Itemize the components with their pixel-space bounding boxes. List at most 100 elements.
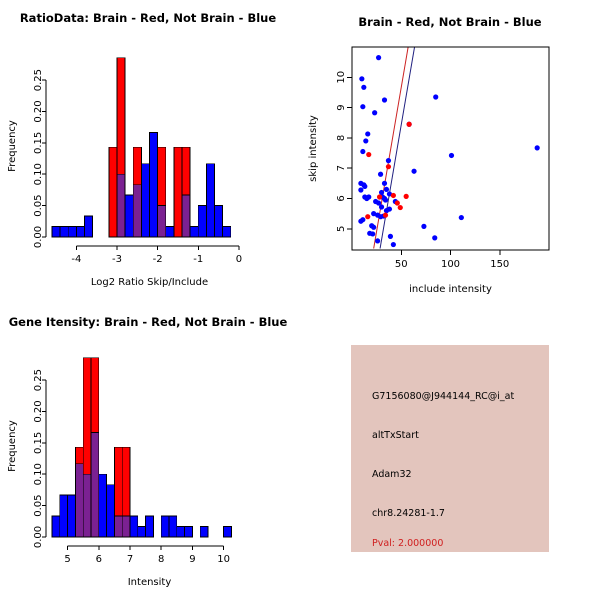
scatter-point: [385, 164, 392, 170]
info-box: G7156080@J944144_RC@i_at altTxStart Adam…: [351, 345, 549, 552]
y-tick-label: 0.15: [33, 132, 44, 154]
scatter-point: [361, 84, 367, 90]
scatter-point: [365, 131, 371, 137]
scatter-point: [448, 152, 455, 159]
plot-frame: [351, 46, 550, 251]
scatter-point: [360, 217, 366, 223]
histogram-bar-blue: [140, 163, 150, 238]
scatter-point: [377, 171, 384, 177]
histogram-bar-blue: [84, 215, 94, 238]
scatter-point: [366, 151, 372, 158]
histogram-bar-blue: [199, 526, 209, 538]
ratio-histogram-panel: RatioData: Brain - Red, Not Brain - Blue…: [0, 0, 300, 300]
x-axis-label: Log2 Ratio Skip/Include: [91, 277, 208, 288]
histogram-bar-overlap: [82, 473, 92, 538]
scatter-series: [365, 121, 412, 220]
x-tick-label: -3: [112, 254, 122, 265]
y-axis-label: Frequency: [7, 120, 18, 172]
y-tick-label: 0.05: [33, 494, 44, 516]
x-tick-label: 0: [236, 254, 242, 265]
scatter-point: [458, 214, 464, 221]
scatter-point: [363, 138, 369, 144]
gene-intensity-histogram-svg: Gene Itensity: Brain - Red, Not Brain - …: [7, 315, 287, 588]
histogram-bar-blue: [75, 226, 85, 238]
scatter-point: [375, 55, 382, 61]
histogram-bar-blue: [205, 163, 215, 238]
scatter-point: [360, 104, 366, 110]
y-tick-label: 6: [336, 195, 347, 201]
scatter-point: [383, 186, 390, 193]
histogram-bar-blue: [223, 526, 232, 538]
x-tick-label: 10: [217, 554, 230, 565]
scatter-point: [372, 110, 378, 116]
histogram-bar-blue: [145, 515, 154, 538]
histogram-bar-blue: [67, 494, 76, 538]
scatter-point: [375, 238, 381, 244]
y-tick-label: 0.20: [33, 400, 44, 422]
histogram-bar-overlap: [90, 431, 100, 538]
scatter-point: [390, 192, 396, 199]
scatter-point: [360, 148, 366, 155]
gene-symbol-text: Adam32: [372, 469, 412, 480]
histogram-bar-blue: [189, 226, 199, 238]
y-tick-label: 9: [336, 104, 347, 110]
scatter-point: [534, 145, 540, 151]
x-tick-label: 100: [441, 259, 460, 270]
scatter-point: [359, 76, 365, 82]
scatter-point: [386, 206, 393, 212]
y-tick-label: 0.25: [33, 369, 44, 391]
scatter-point: [390, 241, 396, 248]
x-tick-label: 7: [127, 554, 133, 565]
scatter-point: [378, 204, 385, 210]
histogram-bars: [51, 357, 232, 538]
x-tick-label: -4: [71, 254, 81, 265]
y-tick-label: 0.05: [33, 194, 44, 216]
histogram-bar-blue: [59, 494, 68, 538]
scatter-point: [371, 211, 377, 217]
scatter-point: [433, 94, 439, 100]
ratio-histogram-svg: RatioData: Brain - Red, Not Brain - Blue…: [7, 11, 276, 288]
histogram-bar-overlap: [75, 463, 84, 538]
scatter-point: [371, 224, 377, 230]
histogram-bar-overlap: [116, 173, 126, 238]
intensity-scatter-svg: Brain - Red, Not Brain - Blue 5 6 7 8 9 10 50 10…: [308, 15, 550, 295]
histogram-bar-blue: [214, 205, 224, 238]
x-tick-label: 5: [64, 554, 70, 565]
x-axis-label: Intensity: [128, 577, 172, 588]
scatter-point: [376, 194, 383, 200]
axes: [347, 76, 501, 255]
histogram-bar-blue: [51, 515, 61, 538]
y-tick-label: 5: [336, 226, 347, 232]
y-tick-label: 10: [336, 71, 347, 84]
scatter-point: [432, 235, 438, 241]
histogram-bar-blue: [106, 484, 115, 538]
scatter-point: [370, 231, 376, 237]
histogram-bar-blue: [149, 131, 159, 238]
probeset-info-panel: G7156080@J944144_RC@i_at altTxStart Adam…: [300, 300, 600, 600]
histogram-bar-blue: [129, 515, 139, 538]
x-tick-label: 50: [395, 259, 408, 270]
histogram-bar-overlap: [181, 194, 191, 238]
histogram-bar-blue: [176, 526, 186, 538]
histogram-bar-blue: [160, 515, 170, 538]
histogram-bar-blue: [51, 226, 61, 238]
scatter-point: [365, 214, 371, 220]
histogram-bar-blue: [222, 226, 232, 238]
x-tick-label: 9: [189, 554, 195, 565]
scatter-series: [358, 55, 540, 248]
x-tick-label: -1: [193, 254, 203, 265]
x-axis-label: include intensity: [409, 284, 492, 295]
scatter-point: [378, 189, 385, 196]
y-tick-label: 7: [336, 165, 347, 171]
histogram-bar-overlap: [132, 184, 142, 238]
scatter-point: [394, 200, 400, 206]
intensity-scatter-panel: Brain - Red, Not Brain - Blue 5 6 7 8 9 10 50 10…: [300, 0, 600, 300]
regression-line: [379, 47, 416, 249]
location-text: chr8.24281-1.7: [372, 508, 445, 519]
scatter-point: [411, 168, 417, 174]
y-tick-label: 0.10: [33, 163, 44, 185]
y-tick-label: 0.00: [33, 526, 44, 548]
scatter-point: [421, 223, 427, 229]
histogram-bar-overlap: [121, 515, 131, 538]
histogram-bar-blue: [184, 526, 193, 538]
